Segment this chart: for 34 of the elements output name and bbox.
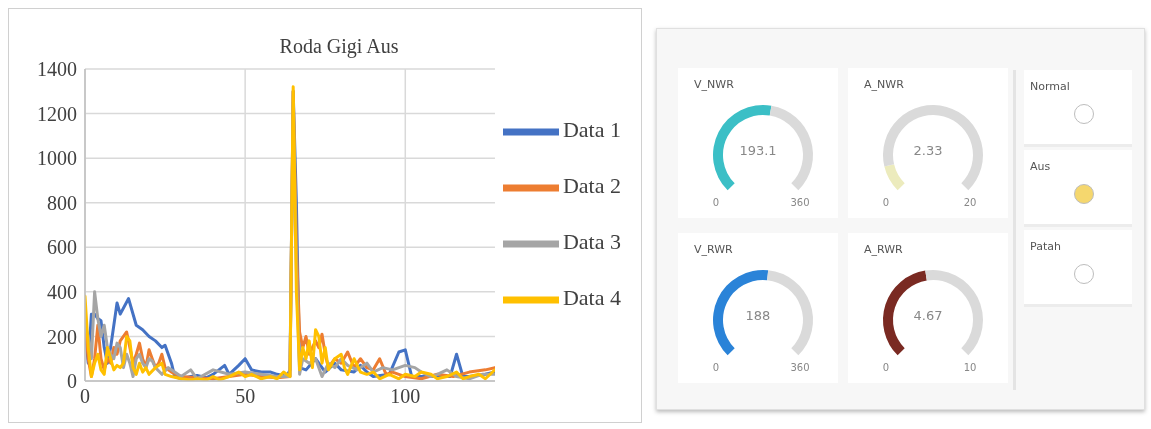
text: 20: [963, 197, 977, 208]
chart-title: Roda Gigi Aus: [278, 35, 400, 58]
y-tick-label: 800: [47, 191, 77, 214]
text: 0: [882, 362, 890, 373]
text: Normal: [1030, 80, 1070, 93]
legend-label: Data 2: [562, 172, 621, 198]
text: 10: [963, 362, 977, 373]
chart-title: A_RWR: [864, 243, 903, 256]
text: 360: [790, 197, 810, 208]
chart-title: V_NWR: [694, 78, 734, 91]
legend-label: Data 1: [562, 116, 621, 142]
text: 360: [790, 362, 810, 373]
text: 2.33: [913, 143, 943, 158]
chart-title: V_RWR: [694, 243, 733, 256]
text: 188: [745, 308, 771, 323]
y-tick-label: 400: [47, 280, 77, 303]
legend-label: Data 3: [562, 228, 621, 254]
y-tick-label: 1200: [37, 102, 77, 125]
text: 0: [712, 362, 720, 373]
legend-label: Data 4: [562, 284, 621, 310]
y-tick-label: 1400: [37, 58, 77, 81]
y-tick-label: 0: [67, 370, 77, 393]
y-tick-label: 200: [47, 325, 77, 348]
x-tick-label: 100: [390, 385, 421, 408]
text: 0: [712, 197, 720, 208]
text: Aus: [1030, 160, 1051, 173]
y-tick-label: 600: [47, 236, 77, 259]
text: 4.67: [913, 308, 943, 323]
y-tick-label: 1000: [37, 147, 77, 170]
text: 193.1: [739, 143, 777, 158]
x-tick-label: 50: [235, 385, 256, 408]
text: 0: [882, 197, 890, 208]
chart-title: A_NWR: [864, 78, 904, 91]
text: Patah: [1030, 240, 1061, 253]
